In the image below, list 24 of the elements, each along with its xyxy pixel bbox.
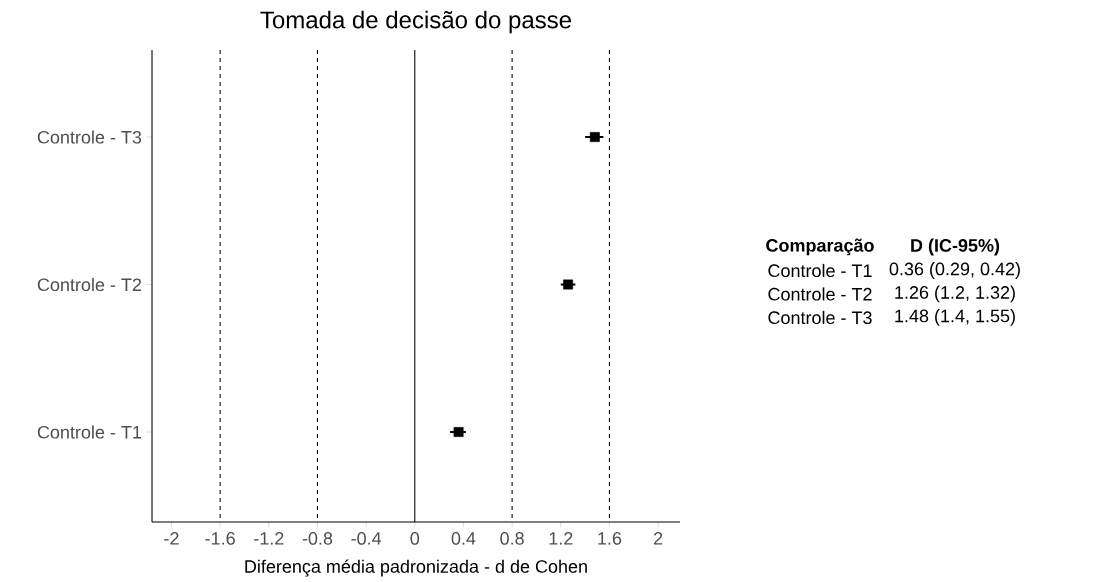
y-tick-label: Controle - T1	[37, 425, 142, 439]
x-tick-label: -0.8	[302, 532, 333, 545]
chart-title: Tomada de decisão do passe	[260, 10, 571, 34]
x-tick-label: 1.2	[549, 532, 573, 545]
y-tick-label: Controle - T3	[37, 130, 142, 144]
x-tick-label: -2	[164, 532, 179, 545]
x-tick-label: 0.4	[451, 532, 476, 545]
x-tick-label: -1.2	[254, 532, 284, 545]
text: 0.36 (0.29, 0.42)	[889, 262, 1020, 279]
text: Controle - T2	[768, 287, 872, 301]
x-axis-title: Diferença média padronizada - d de Cohen	[245, 559, 587, 577]
text: 1.26 (1.2, 1.32)	[895, 285, 1015, 303]
text: 1.48 (1.4, 1.55)	[895, 309, 1015, 326]
y-tick-label: Controle - T2	[37, 277, 142, 292]
x-tick-label: 2	[654, 532, 663, 545]
x-tick-label: 0.8	[500, 532, 524, 545]
text: Comparação	[766, 238, 874, 256]
x-tick-label: -1.6	[205, 532, 235, 545]
x-tick-label: 1.6	[598, 532, 622, 545]
x-tick-label: -0.4	[351, 532, 382, 545]
x-tick-label: 0	[410, 532, 420, 545]
text: Controle - T1	[768, 263, 872, 278]
text: Controle - T3	[768, 310, 872, 325]
text: D (IC-95%)	[911, 238, 1000, 256]
